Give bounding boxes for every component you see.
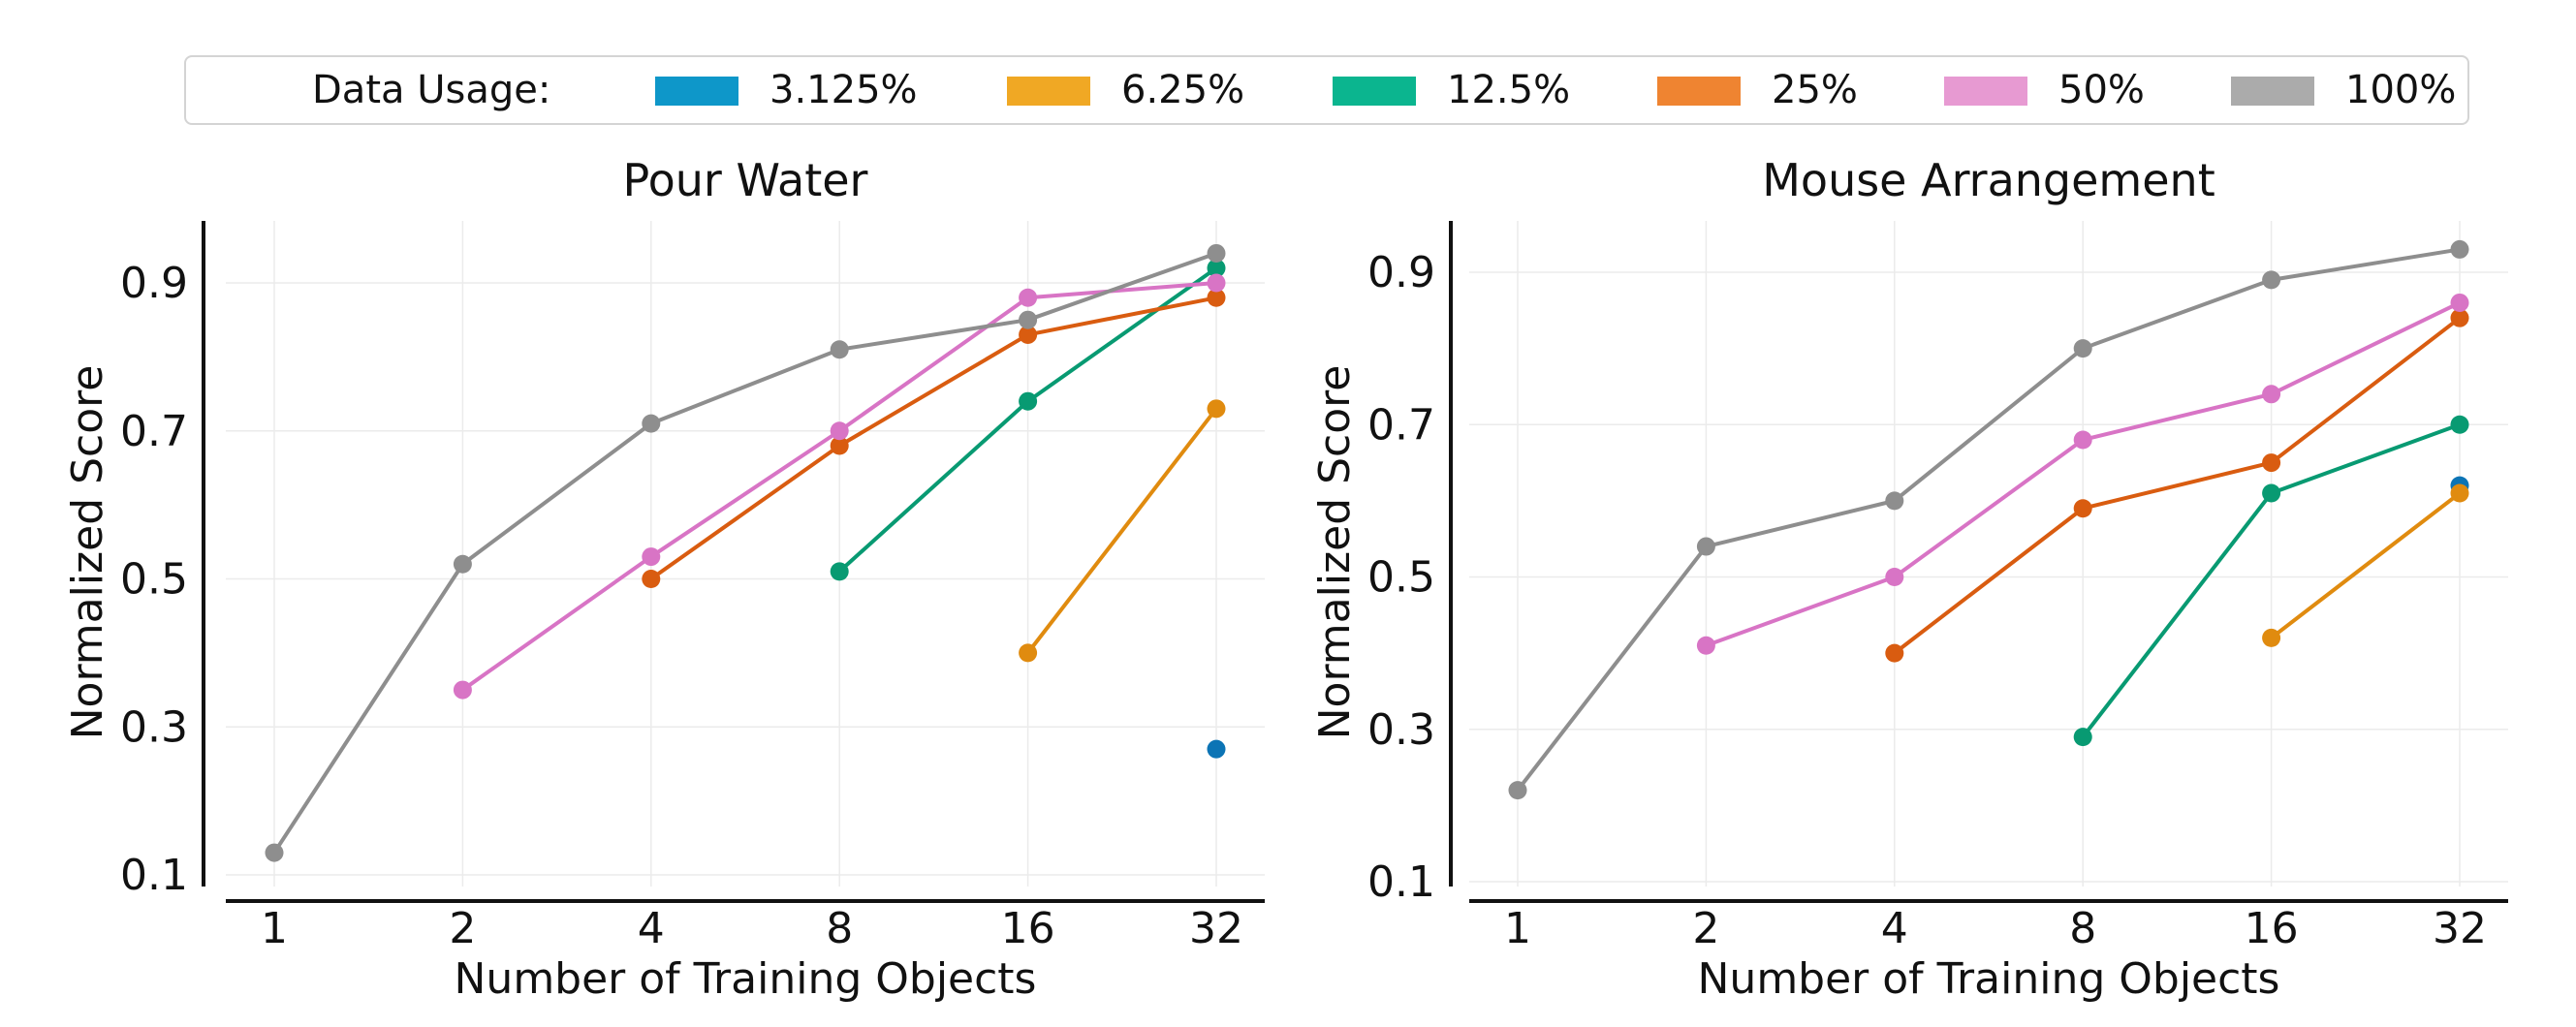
data-point-100% bbox=[1508, 781, 1527, 800]
x-tick-label: 8 bbox=[2069, 904, 2096, 953]
data-point-50% bbox=[1019, 288, 1038, 307]
series-line-25% bbox=[649, 296, 1217, 581]
data-point-100% bbox=[453, 554, 472, 574]
data-point-25% bbox=[2073, 499, 2092, 518]
y-axis-label: Normalized Score bbox=[63, 365, 112, 740]
data-point-100% bbox=[265, 843, 284, 862]
series-line-6.25% bbox=[1026, 407, 1218, 655]
data-point-50% bbox=[830, 421, 849, 441]
data-point-25% bbox=[1207, 288, 1226, 307]
series-line-100% bbox=[272, 251, 1217, 855]
legend-swatch bbox=[2231, 77, 2314, 106]
legend-swatch bbox=[1657, 77, 1741, 106]
chart-title: Mouse Arrangement bbox=[1762, 154, 2215, 206]
y-tick-label: 0.9 bbox=[1367, 248, 1435, 297]
legend-swatch bbox=[1007, 77, 1090, 106]
x-tick-label: 4 bbox=[1881, 904, 1908, 953]
data-point-50% bbox=[2262, 385, 2281, 404]
data-point-12.5% bbox=[830, 562, 849, 581]
chart-title: Pour Water bbox=[623, 154, 868, 206]
legend-label: 25% bbox=[1772, 68, 1858, 112]
x-axis-label: Number of Training Objects bbox=[455, 954, 1037, 1004]
series-line-6.25% bbox=[2270, 491, 2462, 639]
data-point-50% bbox=[2073, 430, 2092, 450]
legend-swatch bbox=[1333, 77, 1416, 106]
chart-2: 0.1 0.3 0.5 0.7 0.9 1 2 4 8 16 32 Mouse Arrangement… bbox=[1310, 154, 2508, 1004]
data-point-50% bbox=[453, 680, 472, 700]
x-tick-label: 2 bbox=[1692, 904, 1719, 953]
chart-1: 0.1 0.3 0.5 0.7 0.9 1 2 4 8 16 32 Pour Water Number … bbox=[63, 154, 1265, 1004]
data-point-12.5% bbox=[2262, 483, 2281, 503]
data-point-100% bbox=[2262, 270, 2281, 290]
data-point-100% bbox=[1019, 310, 1038, 329]
data-point-100% bbox=[1885, 491, 1904, 511]
x-tick-label: 1 bbox=[1504, 904, 1531, 953]
data-point-12.5% bbox=[2450, 415, 2469, 434]
data-point-25% bbox=[1019, 325, 1038, 344]
data-point-3.125% bbox=[1207, 739, 1226, 759]
x-tick-label: 32 bbox=[1189, 904, 1243, 953]
legend: Data Usage: 3.125% 6.25% 12.5% 25% 50% 1… bbox=[184, 55, 2469, 125]
x-tick-label: 8 bbox=[826, 904, 853, 953]
data-point-12.5% bbox=[2073, 728, 2092, 747]
legend-label: 6.25% bbox=[1121, 68, 1245, 112]
legend-title: Data Usage: bbox=[312, 68, 551, 112]
data-point-25% bbox=[2262, 453, 2281, 473]
y-tick-label: 0.9 bbox=[120, 259, 188, 308]
y-axis-label: Normalized Score bbox=[1310, 365, 1360, 740]
x-tick-label: 32 bbox=[2433, 904, 2487, 953]
data-point-100% bbox=[2450, 239, 2469, 259]
legend-label: 3.125% bbox=[770, 68, 918, 112]
y-tick-label: 0.5 bbox=[120, 555, 188, 605]
data-point-100% bbox=[1696, 537, 1715, 556]
data-point-50% bbox=[1696, 636, 1715, 655]
x-tick-label: 16 bbox=[2245, 904, 2299, 953]
data-point-25% bbox=[1885, 643, 1904, 663]
data-point-12.5% bbox=[1019, 391, 1038, 411]
data-point-50% bbox=[1207, 273, 1226, 293]
data-point-25% bbox=[642, 570, 661, 588]
series-line-25% bbox=[1893, 316, 2462, 655]
x-tick-label: 2 bbox=[449, 904, 476, 953]
data-point-50% bbox=[1885, 568, 1904, 586]
data-point-100% bbox=[1207, 243, 1226, 263]
series-line-100% bbox=[1516, 247, 2461, 792]
legend-label: 12.5% bbox=[1447, 68, 1571, 112]
legend-label: 100% bbox=[2345, 68, 2457, 112]
x-tick-label: 16 bbox=[1001, 904, 1055, 953]
y-tick-label: 0.3 bbox=[120, 702, 188, 752]
x-axis-label: Number of Training Objects bbox=[1698, 954, 2280, 1004]
y-tick-label: 0.5 bbox=[1367, 553, 1435, 603]
data-point-100% bbox=[830, 340, 849, 359]
data-point-100% bbox=[2073, 339, 2092, 358]
x-tick-label: 4 bbox=[638, 904, 665, 953]
legend-label: 50% bbox=[2058, 68, 2145, 112]
data-point-6.25% bbox=[1207, 399, 1226, 419]
data-point-6.25% bbox=[2450, 483, 2469, 503]
legend-swatch bbox=[655, 77, 738, 106]
y-tick-label: 0.3 bbox=[1367, 705, 1435, 755]
data-point-25% bbox=[830, 436, 849, 455]
y-tick-label: 0.7 bbox=[1367, 400, 1435, 450]
legend-swatch bbox=[1944, 77, 2027, 106]
y-tick-label: 0.1 bbox=[1367, 857, 1435, 907]
x-tick-label: 1 bbox=[261, 904, 288, 953]
data-point-25% bbox=[2450, 308, 2469, 327]
y-tick-label: 0.1 bbox=[120, 851, 188, 900]
data-point-12.5% bbox=[1207, 259, 1226, 278]
data-point-6.25% bbox=[2262, 628, 2281, 647]
data-point-100% bbox=[642, 414, 661, 433]
data-point-50% bbox=[2450, 293, 2469, 312]
data-point-50% bbox=[642, 547, 661, 567]
y-tick-label: 0.7 bbox=[120, 407, 188, 456]
data-point-6.25% bbox=[1019, 643, 1038, 663]
